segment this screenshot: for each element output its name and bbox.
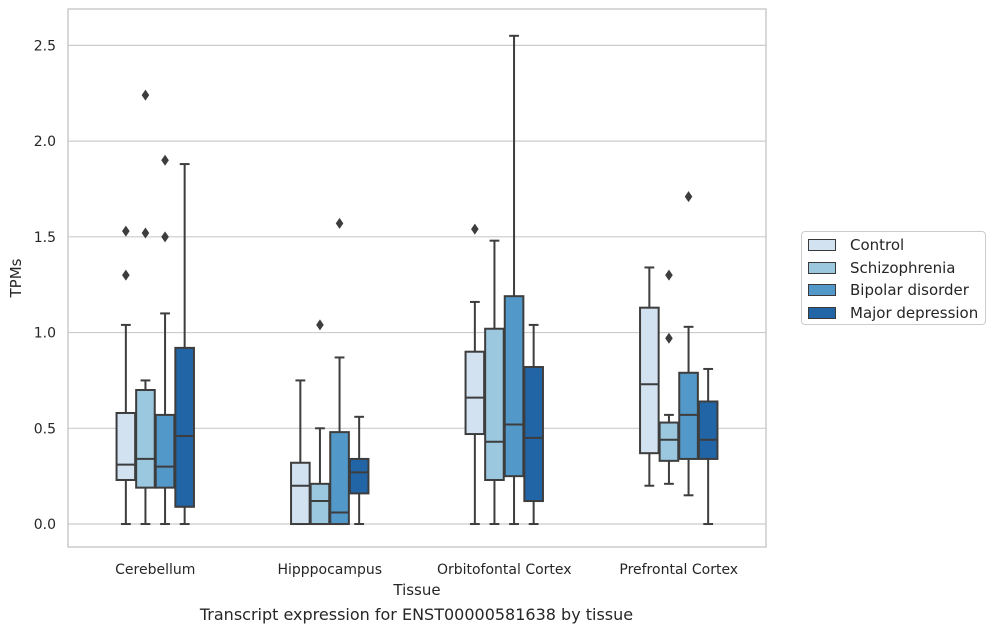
y-tick-label: 1.0 xyxy=(34,326,56,342)
box xyxy=(503,295,525,478)
box xyxy=(135,389,156,489)
chart-legend: Control Schizophrenia Bipolar disorder Majo… xyxy=(801,231,986,325)
x-tick-label: Cerebellum xyxy=(115,562,195,578)
outlier-point xyxy=(141,89,150,101)
outlier-point xyxy=(684,191,693,203)
box xyxy=(484,327,505,481)
box xyxy=(329,431,350,526)
outlier-point xyxy=(335,217,344,229)
y-tick-label: 0.5 xyxy=(34,421,56,437)
box xyxy=(464,350,486,436)
legend-swatch xyxy=(808,306,836,319)
box xyxy=(290,461,311,526)
y-tick-label: 0.0 xyxy=(34,517,56,533)
box xyxy=(523,366,544,503)
box xyxy=(639,306,660,455)
outlier-point xyxy=(161,231,169,243)
legend-item: Bipolar disorder xyxy=(808,280,969,300)
legend-item: Schizophrenia xyxy=(808,258,955,278)
legend-swatch xyxy=(808,239,836,251)
legend-item: Major depression xyxy=(808,303,978,323)
box xyxy=(697,400,719,460)
outlier-point xyxy=(471,223,479,235)
y-tick-label: 2.0 xyxy=(34,134,56,150)
y-tick-label: 1.5 xyxy=(34,230,56,246)
x-tick-label: Orbitofontal Cortex xyxy=(437,562,572,578)
box xyxy=(658,421,680,462)
y-tick-label: 2.5 xyxy=(34,38,56,54)
legend-swatch xyxy=(808,284,836,296)
x-tick-label: Prefrontal Cortex xyxy=(619,562,738,578)
box xyxy=(174,346,195,508)
legend-swatch xyxy=(808,261,836,274)
box xyxy=(348,457,370,495)
box xyxy=(309,482,331,526)
box xyxy=(115,411,137,481)
legend-label: Schizophrenia xyxy=(850,258,956,277)
outlier-point xyxy=(122,225,130,237)
x-axis-label: Tissue xyxy=(392,581,440,599)
box xyxy=(154,413,176,489)
outlier-point xyxy=(161,154,169,166)
outlier-point xyxy=(141,227,150,239)
legend-label: Control xyxy=(850,236,905,254)
figure-caption: Transcript expression for ENST0000058163… xyxy=(199,605,634,624)
legend-label: Bipolar disorder xyxy=(850,281,969,299)
legend-label: Major depression xyxy=(850,303,979,322)
outlier-point xyxy=(665,269,673,281)
x-tick-label: Hipppocampus xyxy=(277,562,382,578)
y-axis-label: TPMs xyxy=(7,258,25,298)
outlier-point xyxy=(316,319,324,331)
outlier-point xyxy=(665,332,673,344)
outlier-point xyxy=(122,269,130,281)
legend-item: Control xyxy=(808,235,904,255)
